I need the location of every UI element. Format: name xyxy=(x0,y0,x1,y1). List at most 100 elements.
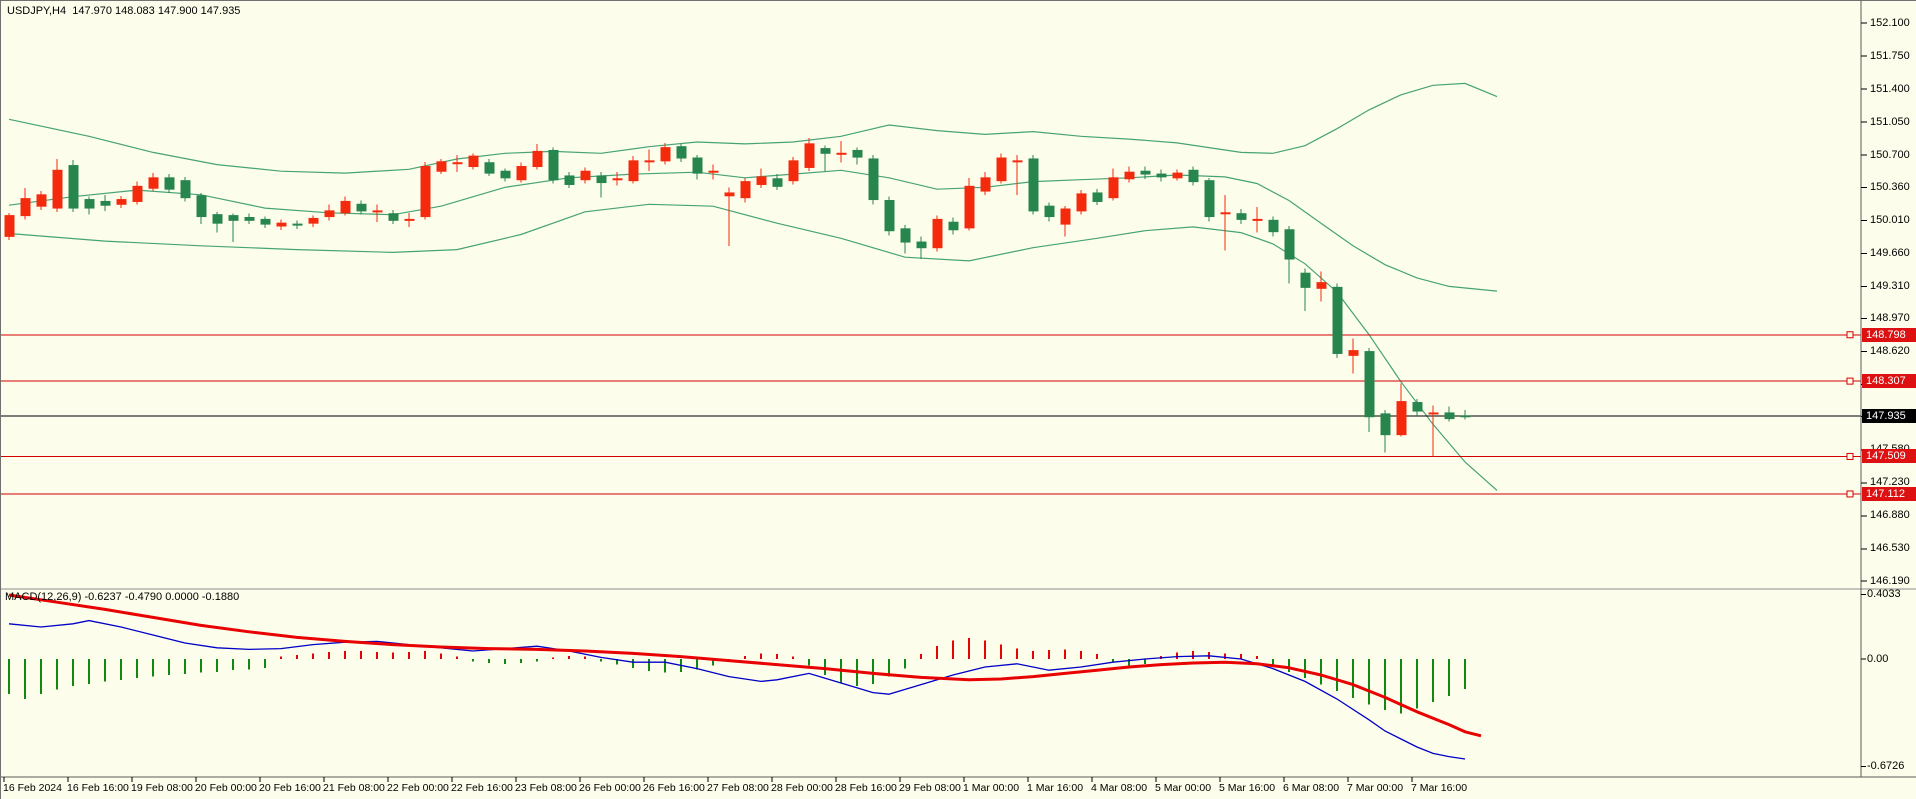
macd-indicator-label: MACD(12,26,9) -0.6237 -0.4790 0.0000 -0.… xyxy=(5,591,240,603)
candle-bear xyxy=(84,199,95,209)
candle-bull xyxy=(628,160,639,182)
time-axis-label: 20 Feb 00:00 xyxy=(195,782,257,794)
time-axis-label: 28 Feb 00:00 xyxy=(771,782,833,794)
candle-bull xyxy=(340,200,351,214)
candle-bull xyxy=(148,177,159,189)
candle-bull xyxy=(1396,401,1407,436)
time-axis-label: 1 Mar 16:00 xyxy=(1027,782,1084,794)
candle-bear xyxy=(1268,219,1279,233)
candle-bull xyxy=(1012,160,1023,163)
candle-bear xyxy=(484,162,495,174)
candle-bear xyxy=(1028,158,1039,212)
candle-bull xyxy=(420,166,431,218)
candle-bull xyxy=(20,198,31,217)
candle-bull xyxy=(404,218,415,221)
candle-bear xyxy=(1412,402,1423,412)
candle-bull xyxy=(980,177,991,192)
candle-bull xyxy=(612,178,623,181)
time-axis-label: 26 Feb 00:00 xyxy=(579,782,641,794)
candle-bear xyxy=(388,213,399,221)
time-axis-label: 5 Mar 16:00 xyxy=(1219,782,1276,794)
candle-bull xyxy=(724,192,735,197)
candle-bear xyxy=(100,200,111,206)
candle-bear xyxy=(228,215,239,221)
candle-bear xyxy=(676,146,687,159)
candle-bear xyxy=(212,214,223,224)
macd-main-line xyxy=(8,619,1466,760)
current-price-badge: 147.935 xyxy=(1862,409,1916,424)
price-axis-label: 150.360 xyxy=(1870,180,1910,193)
candle-bull xyxy=(756,176,767,185)
price-axis-label: 149.660 xyxy=(1870,246,1910,259)
candle-bull xyxy=(52,169,63,209)
bollinger-lower-band xyxy=(8,203,1498,491)
candle-bear xyxy=(68,165,79,209)
candle-bear xyxy=(196,195,207,218)
candle-bear xyxy=(356,203,367,212)
time-axis-label: 4 Mar 08:00 xyxy=(1091,782,1148,794)
candle-bull xyxy=(996,157,1007,182)
price-axis-label: 150.700 xyxy=(1870,148,1910,161)
candle-bear xyxy=(948,221,959,231)
candle-bull xyxy=(740,181,751,199)
macd-scale-max-label: 0.4033 xyxy=(1867,587,1901,600)
time-axis-label: 29 Feb 08:00 xyxy=(899,782,961,794)
candle-bear xyxy=(564,175,575,185)
time-axis-label: 1 Mar 00:00 xyxy=(963,782,1020,794)
candle-bear xyxy=(1140,170,1151,175)
candle-bull xyxy=(116,199,127,205)
bollinger-upper-band xyxy=(8,82,1498,174)
macd-signal-line xyxy=(8,593,1482,738)
price-level-badge-148307: 148.307 xyxy=(1862,374,1916,389)
time-axis-label: 7 Mar 16:00 xyxy=(1411,782,1468,794)
time-axis-label: 23 Feb 08:00 xyxy=(515,782,577,794)
candle-bull xyxy=(308,217,319,224)
candle-bear xyxy=(1188,169,1199,183)
time-axis-label: 7 Mar 00:00 xyxy=(1347,782,1404,794)
candle-bear xyxy=(916,241,927,249)
candle-bear xyxy=(244,216,255,221)
level-line-handle xyxy=(1846,452,1854,460)
candle-bull xyxy=(1252,218,1263,221)
candle-bear xyxy=(596,175,607,184)
candle-bull xyxy=(436,161,447,172)
time-axis-label: 19 Feb 08:00 xyxy=(131,782,193,794)
candle-bear xyxy=(260,218,271,225)
candle-bull xyxy=(36,194,47,207)
time-axis-label: 21 Feb 08:00 xyxy=(323,782,385,794)
candle-bull xyxy=(1316,282,1327,289)
candle-bull xyxy=(708,170,719,173)
candle-bull xyxy=(964,185,975,229)
candle-bull xyxy=(276,222,287,227)
price-axis-label: 148.970 xyxy=(1870,312,1910,325)
price-axis-label: 150.010 xyxy=(1870,213,1910,226)
price-axis-label: 151.750 xyxy=(1870,49,1910,62)
price-level-badge-147509: 147.509 xyxy=(1862,449,1916,464)
price-axis-label: 146.880 xyxy=(1870,509,1910,522)
candle-bull xyxy=(468,155,479,168)
price-axis-label: 146.530 xyxy=(1870,542,1910,555)
candle-bull xyxy=(4,215,15,237)
candle-bear xyxy=(868,158,879,201)
level-line-handle xyxy=(1846,490,1854,498)
candle-bear xyxy=(1156,173,1167,178)
candle-bear xyxy=(692,157,703,174)
time-axis-label: 16 Feb 2024 xyxy=(3,782,62,794)
candle-bear xyxy=(548,149,559,181)
price-axis-label: 151.400 xyxy=(1870,82,1910,95)
candle-bull xyxy=(532,150,543,168)
candle-bear xyxy=(1460,415,1471,418)
candle-bull xyxy=(932,218,943,249)
candle-bear xyxy=(180,180,191,199)
candle-bear xyxy=(1284,229,1295,260)
macd-scale-min-label: -0.6726 xyxy=(1867,760,1905,773)
symbol-quote-title: USDJPY,H4 147.970 148.083 147.900 147.93… xyxy=(7,5,241,17)
candle-bull xyxy=(1428,412,1439,415)
macd-scale-zero-label: 0.00 xyxy=(1867,652,1889,665)
candle-bull xyxy=(788,160,799,182)
candle-bear xyxy=(1204,180,1215,218)
candle-bull xyxy=(372,210,383,213)
candle-bull xyxy=(516,166,527,181)
